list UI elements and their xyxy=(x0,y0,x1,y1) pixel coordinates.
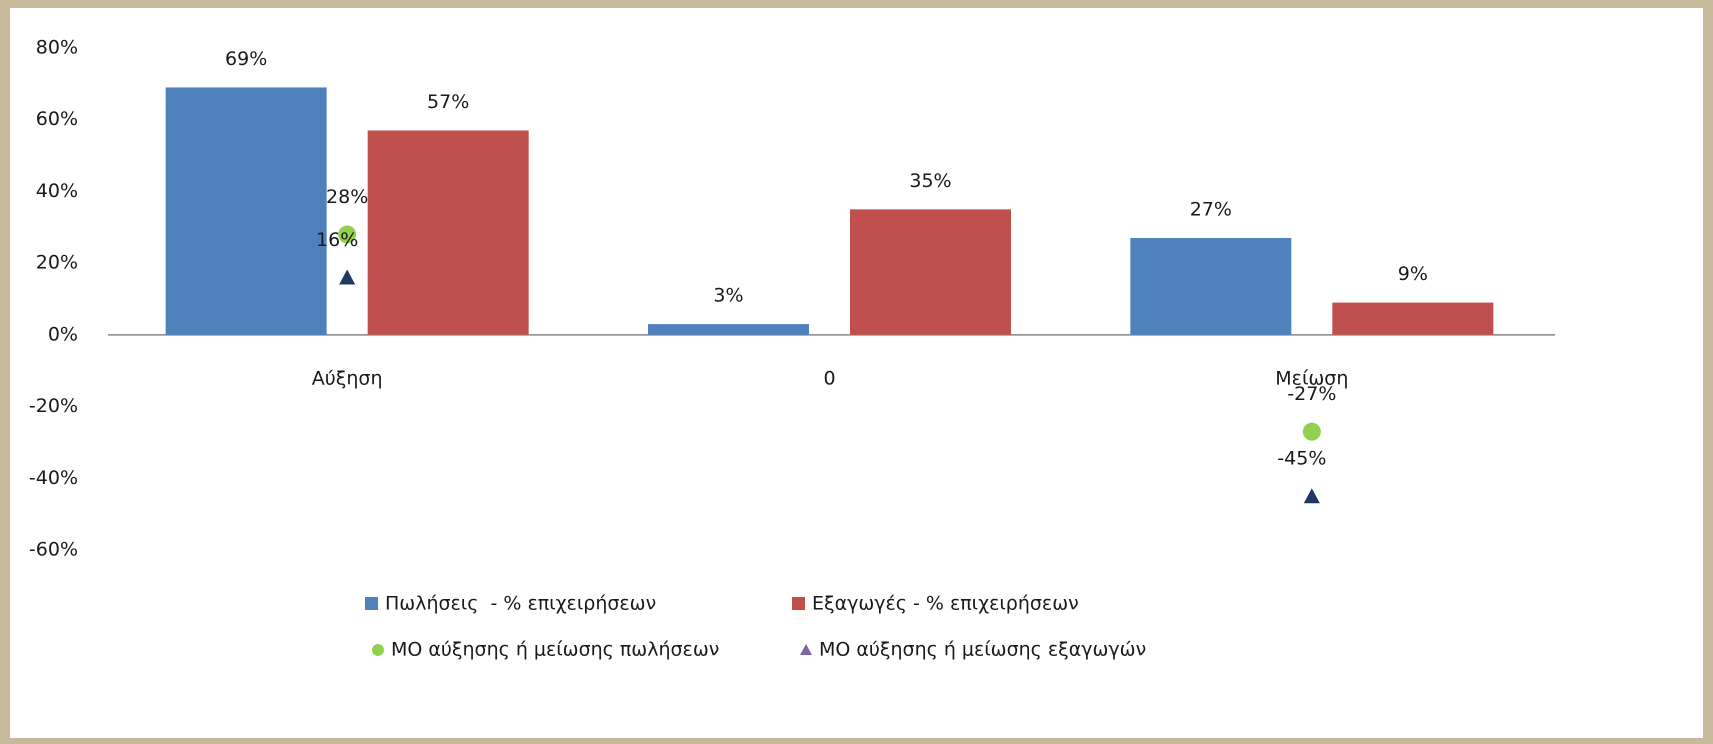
legend-swatch xyxy=(365,597,378,610)
data-label: 57% xyxy=(427,91,469,113)
data-label: -27% xyxy=(1287,383,1336,405)
bar xyxy=(648,324,809,335)
marker-circle xyxy=(1302,422,1321,441)
y-tick-label: -60% xyxy=(29,539,78,561)
marker-triangle xyxy=(1303,488,1320,504)
data-label: 35% xyxy=(909,170,951,192)
legend-label: ΜΟ αύξησης ή μείωσης πωλήσεων xyxy=(391,639,719,661)
bar xyxy=(850,209,1011,335)
y-tick-label: -20% xyxy=(29,395,78,417)
x-tick-label: Αύξηση xyxy=(312,367,383,389)
data-label: 28% xyxy=(326,186,368,208)
legend-label: ΜΟ αύξησης ή μείωσης εξαγωγών xyxy=(819,639,1146,661)
legend-label: Πωλήσεις - % επιχειρήσεων xyxy=(385,593,656,615)
bar xyxy=(165,87,327,335)
legend-swatch xyxy=(800,644,812,655)
marker-circle xyxy=(338,225,357,244)
y-tick-label: 0% xyxy=(48,323,78,345)
y-tick-label: -40% xyxy=(29,467,78,489)
x-tick-label: 0 xyxy=(823,367,835,389)
y-tick-label: 80% xyxy=(36,37,78,59)
data-label: 27% xyxy=(1190,199,1232,221)
legend-swatch xyxy=(792,597,805,610)
data-label: 9% xyxy=(1398,263,1428,285)
y-tick-label: 20% xyxy=(36,252,78,274)
data-label: 16% xyxy=(316,229,358,251)
legend-swatch xyxy=(372,644,384,656)
marker-triangle xyxy=(339,269,356,285)
y-tick-label: 40% xyxy=(36,180,78,202)
bar xyxy=(367,130,529,335)
data-label: 3% xyxy=(713,285,743,307)
data-label: -45% xyxy=(1277,448,1326,470)
y-tick-label: 60% xyxy=(36,108,78,130)
data-label: 69% xyxy=(225,48,267,70)
x-tick-label: Μείωση xyxy=(1275,367,1348,389)
bar xyxy=(1332,302,1494,335)
legend-label: Εξαγωγές - % επιχειρήσεων xyxy=(812,593,1079,615)
bar xyxy=(1130,238,1292,335)
